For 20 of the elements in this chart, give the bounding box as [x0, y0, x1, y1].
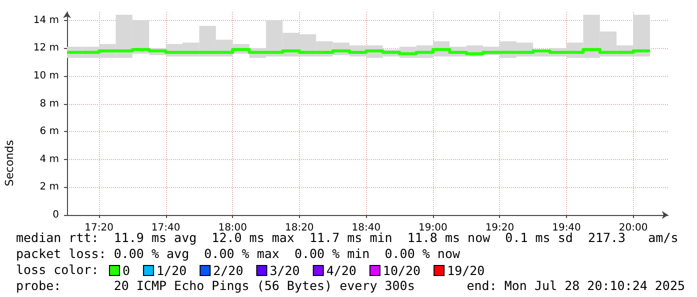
legend-label: 2/20	[213, 263, 244, 278]
text: end: Mon Jul 28 20:10:24 2025	[466, 278, 686, 293]
legend-title: loss color:	[16, 262, 99, 277]
y-tick-label: 4 m	[40, 154, 59, 165]
y-tick-label: 6 m	[40, 126, 59, 138]
legend-label: 3/20	[270, 263, 300, 278]
y-tick-label: 0	[52, 210, 59, 220]
legend-label: 1/20	[156, 263, 187, 278]
y-tick-label: 14 m	[33, 14, 59, 26]
y-tick-label: 8 m	[40, 98, 59, 110]
legend-label: 0	[122, 263, 130, 278]
legend-label: 4/20	[326, 263, 356, 278]
legend-label: 19/20	[447, 263, 485, 278]
y-tick-label: 12 m	[33, 42, 59, 54]
text: packet loss: 0.00 % avg 0.00 % max 0.00 % min 0.00 % now	[16, 246, 460, 261]
y-axis-title: Seconds	[3, 140, 16, 186]
legend-label: 10/20	[382, 263, 421, 278]
y-tick-label: 2 m	[40, 182, 59, 193]
text: probe: 20 ICMP Echo Pings (56 Bytes) every 300s	[16, 278, 415, 293]
y-tick-label: 10 m	[33, 70, 59, 82]
